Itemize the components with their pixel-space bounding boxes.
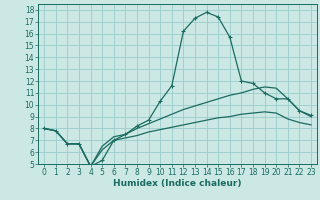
X-axis label: Humidex (Indice chaleur): Humidex (Indice chaleur) bbox=[113, 179, 242, 188]
